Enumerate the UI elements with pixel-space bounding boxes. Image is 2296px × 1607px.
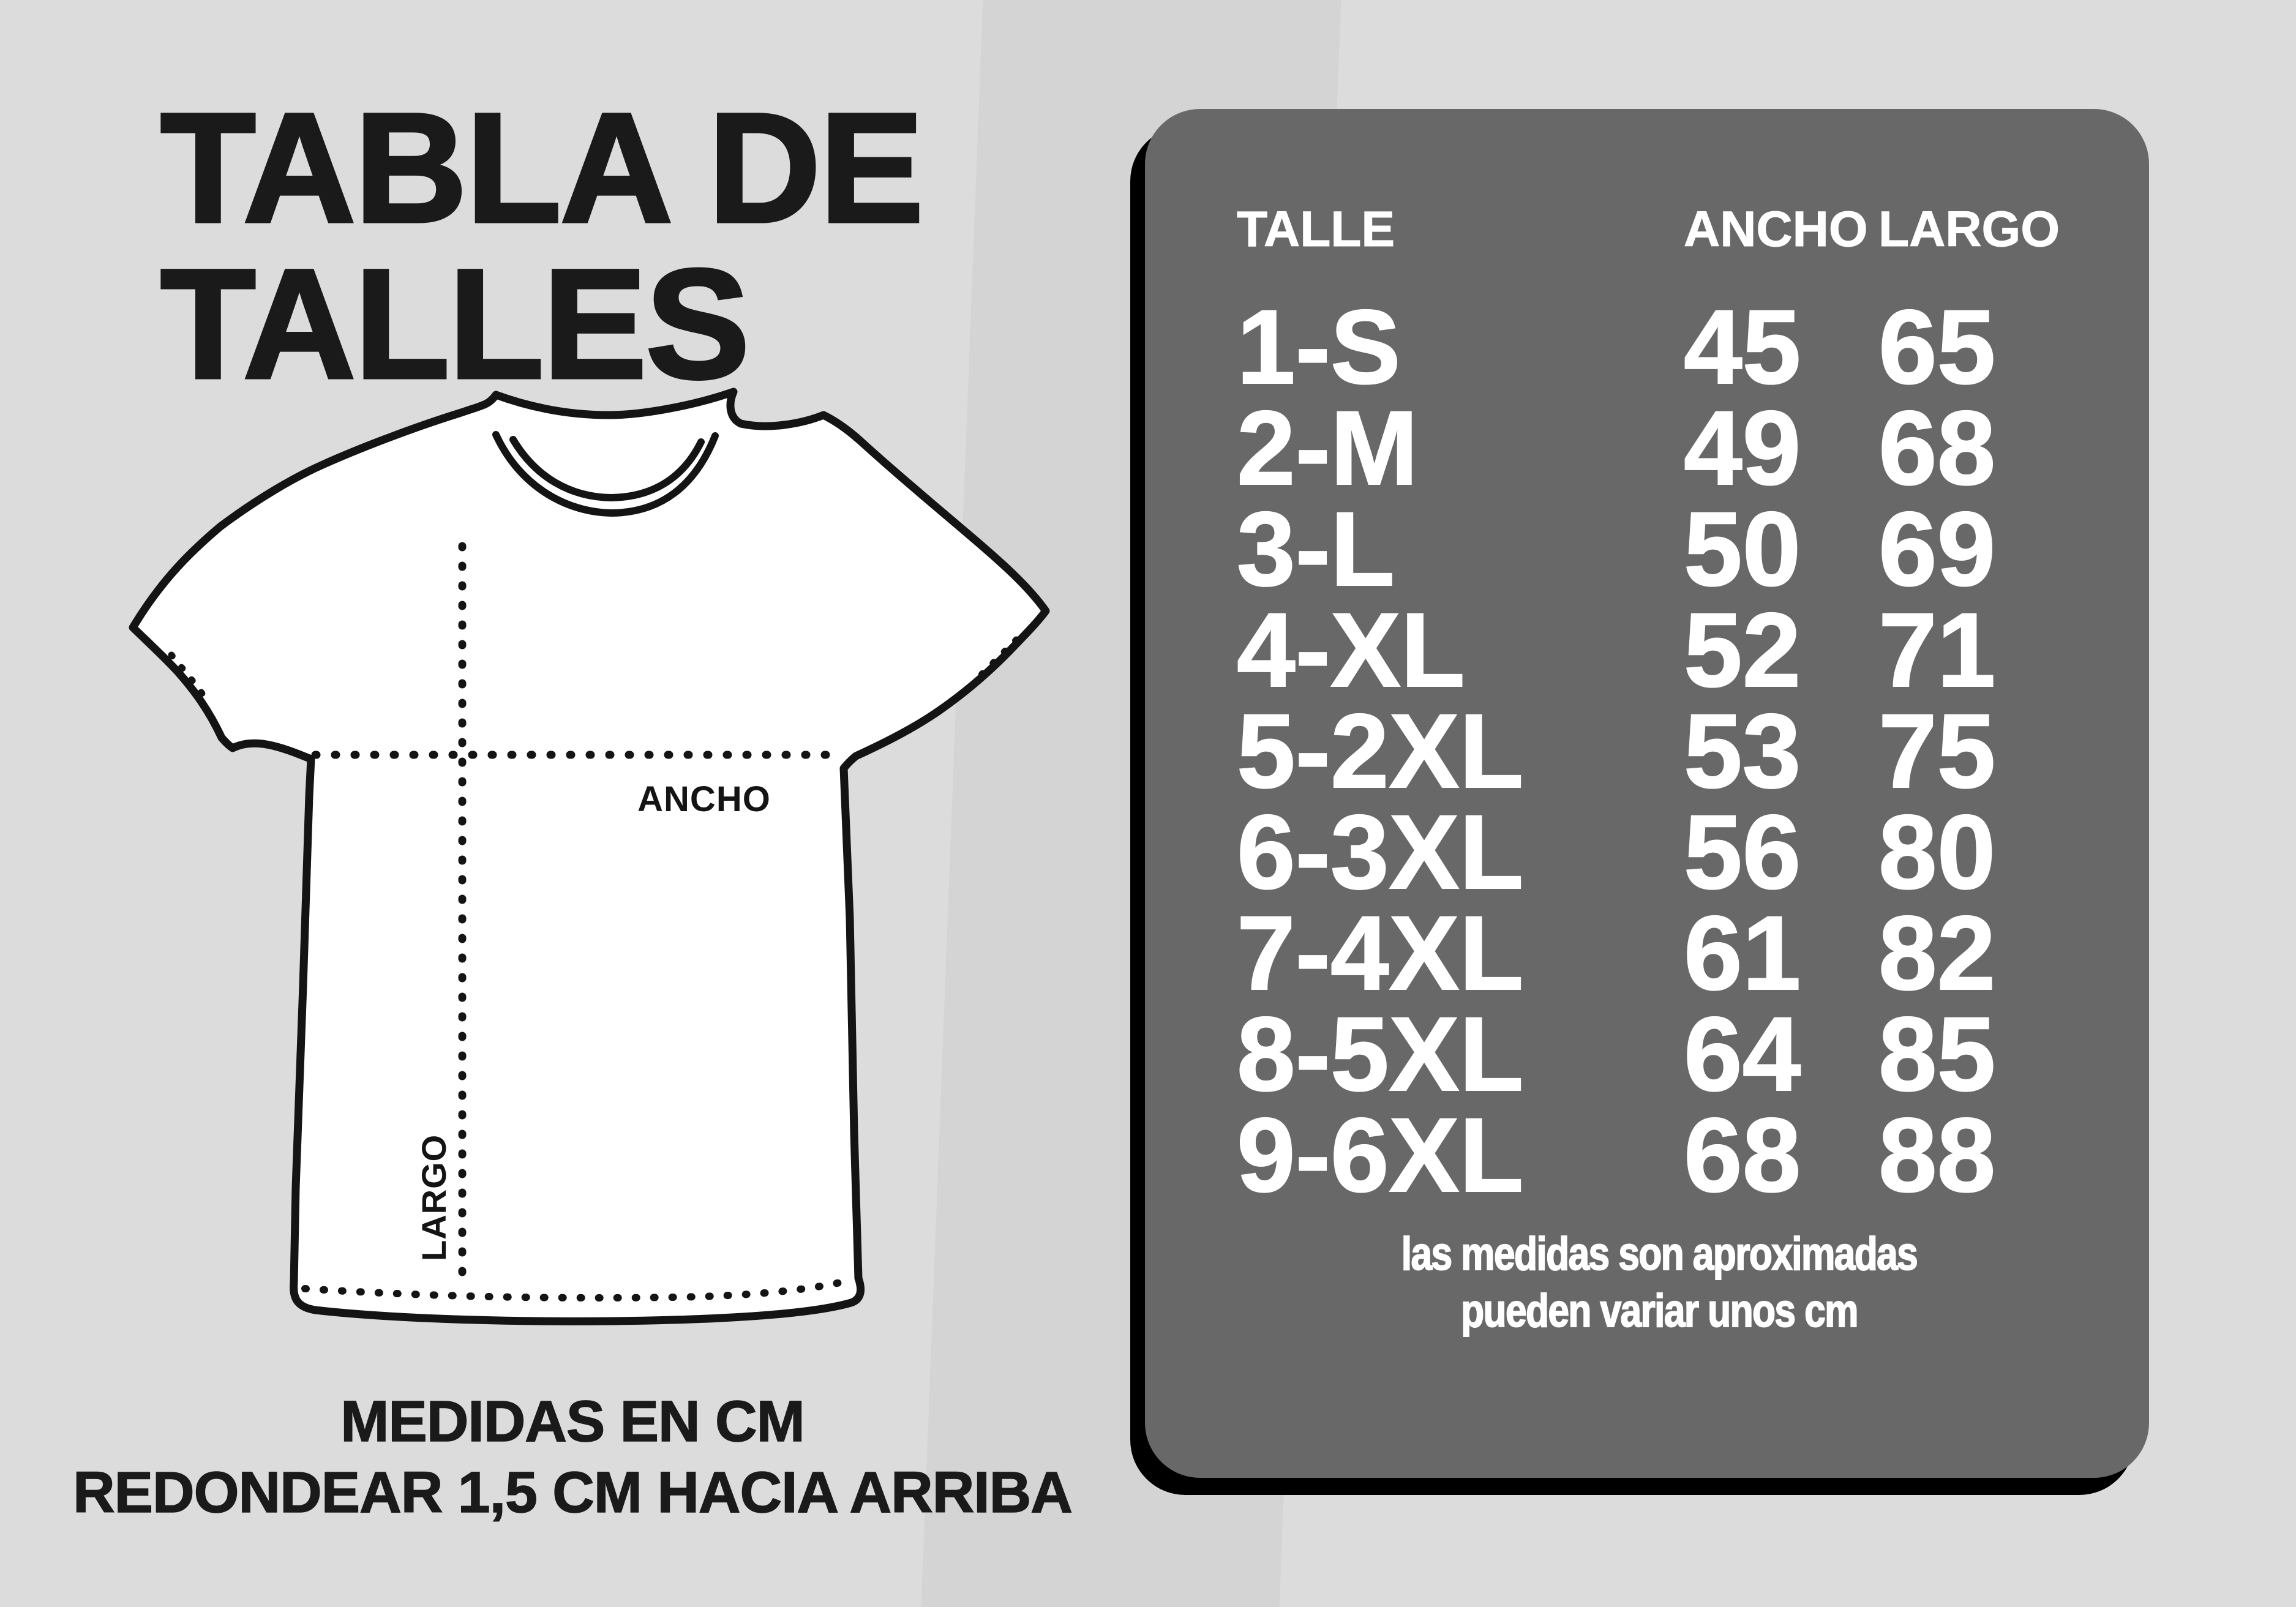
svg-text:LARGO: LARGO bbox=[415, 1134, 453, 1261]
svg-text:ANCHO: ANCHO bbox=[637, 779, 771, 819]
